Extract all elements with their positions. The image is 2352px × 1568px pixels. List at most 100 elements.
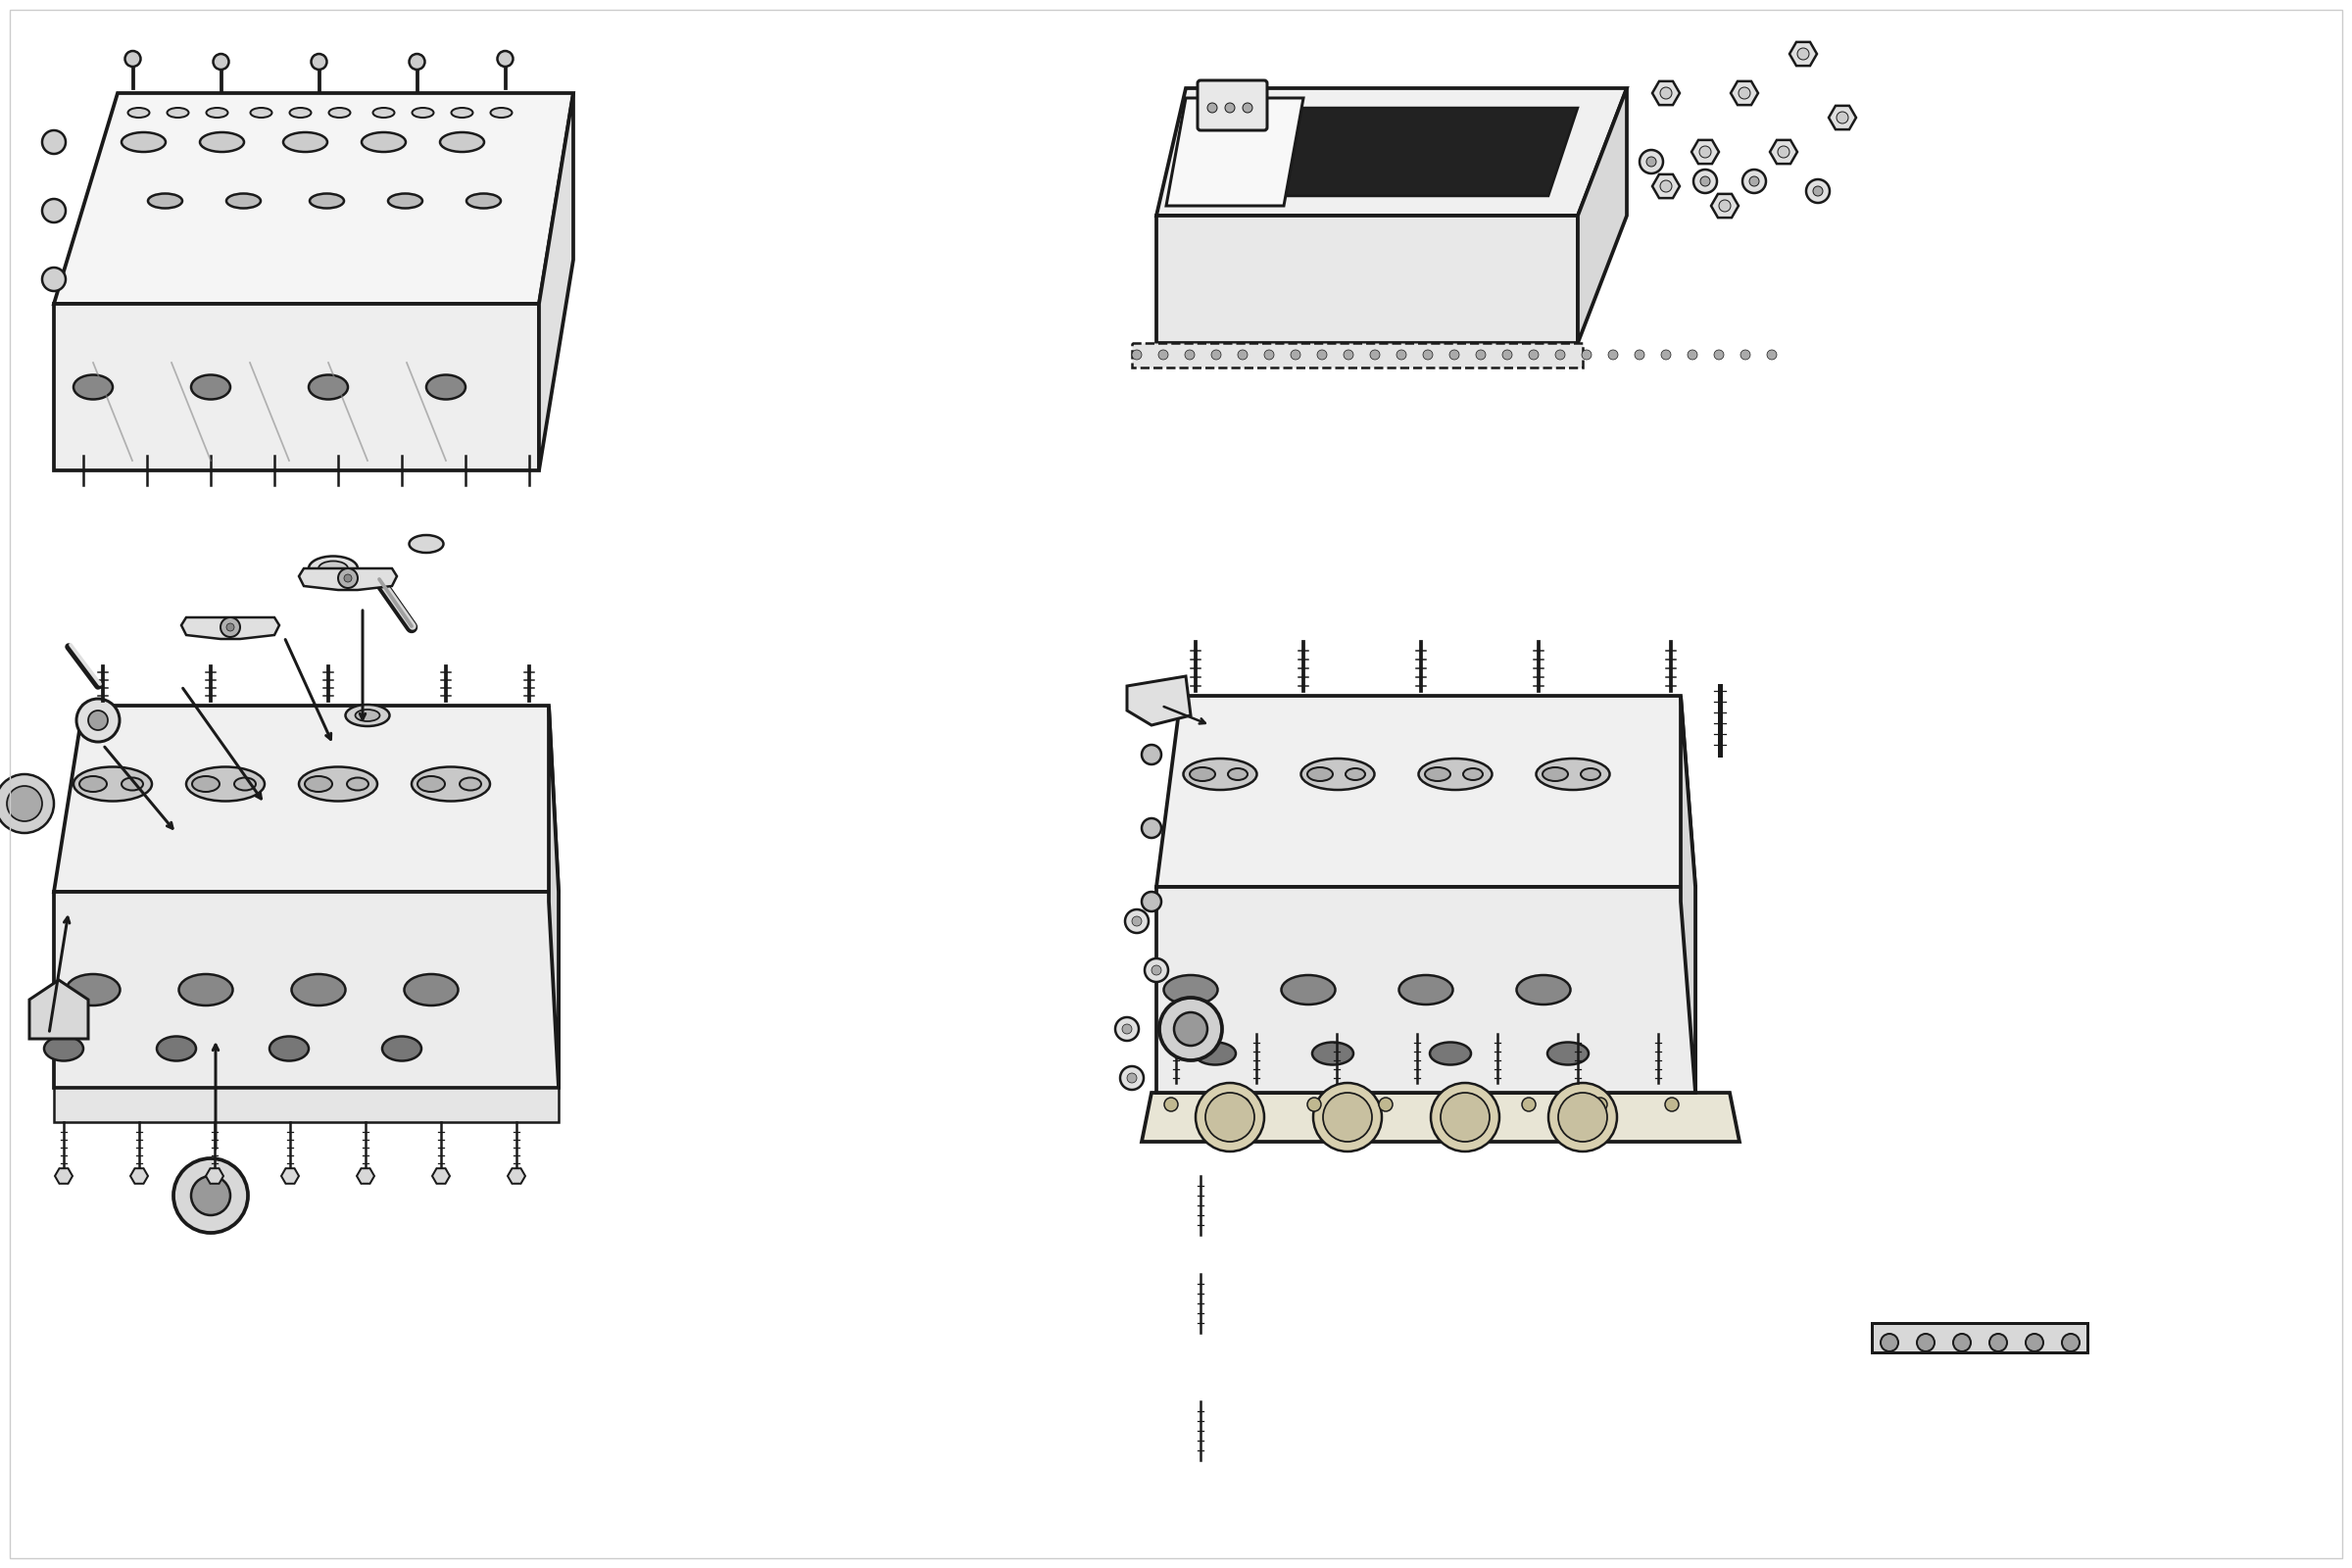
- Circle shape: [1122, 1024, 1131, 1033]
- Circle shape: [339, 568, 358, 588]
- Polygon shape: [207, 1168, 223, 1184]
- Circle shape: [1343, 350, 1352, 359]
- Circle shape: [1661, 88, 1672, 99]
- Circle shape: [1160, 350, 1169, 359]
- Circle shape: [125, 50, 141, 66]
- Circle shape: [1237, 350, 1247, 359]
- Polygon shape: [181, 618, 280, 640]
- Polygon shape: [1651, 174, 1679, 198]
- Circle shape: [1308, 1098, 1322, 1112]
- Circle shape: [75, 699, 120, 742]
- Ellipse shape: [329, 108, 350, 118]
- Polygon shape: [1651, 82, 1679, 105]
- Polygon shape: [1127, 676, 1190, 724]
- Polygon shape: [508, 1168, 524, 1184]
- Ellipse shape: [452, 108, 473, 118]
- Ellipse shape: [1190, 767, 1216, 781]
- Ellipse shape: [374, 108, 395, 118]
- Ellipse shape: [179, 974, 233, 1005]
- Circle shape: [1141, 745, 1162, 765]
- Ellipse shape: [419, 776, 445, 792]
- Ellipse shape: [308, 375, 348, 400]
- Circle shape: [1665, 1098, 1679, 1112]
- Circle shape: [1207, 103, 1218, 113]
- Ellipse shape: [191, 375, 230, 400]
- Circle shape: [1312, 1083, 1383, 1151]
- Polygon shape: [299, 568, 397, 590]
- Circle shape: [1115, 1018, 1138, 1041]
- Ellipse shape: [167, 108, 188, 118]
- Circle shape: [1141, 818, 1162, 837]
- Circle shape: [1661, 350, 1670, 359]
- Circle shape: [1265, 350, 1275, 359]
- Polygon shape: [1771, 140, 1797, 163]
- Circle shape: [42, 268, 66, 292]
- Ellipse shape: [1430, 1043, 1470, 1065]
- Ellipse shape: [1536, 759, 1609, 790]
- Ellipse shape: [299, 767, 376, 801]
- Circle shape: [1990, 1334, 2006, 1352]
- Circle shape: [1477, 350, 1486, 359]
- Ellipse shape: [45, 1036, 82, 1062]
- Polygon shape: [54, 1168, 73, 1184]
- Ellipse shape: [308, 557, 358, 580]
- Circle shape: [1743, 169, 1766, 193]
- Polygon shape: [1141, 1093, 1740, 1142]
- Ellipse shape: [186, 767, 263, 801]
- Ellipse shape: [1195, 1043, 1235, 1065]
- Circle shape: [174, 1159, 247, 1232]
- Ellipse shape: [426, 375, 466, 400]
- Ellipse shape: [73, 767, 153, 801]
- Ellipse shape: [306, 776, 332, 792]
- Circle shape: [1120, 1066, 1143, 1090]
- Ellipse shape: [310, 193, 343, 209]
- Ellipse shape: [318, 561, 348, 575]
- Circle shape: [1317, 350, 1327, 359]
- Circle shape: [1124, 909, 1148, 933]
- Polygon shape: [1682, 696, 1696, 1093]
- Polygon shape: [1167, 97, 1303, 205]
- Polygon shape: [1578, 88, 1628, 343]
- Circle shape: [1225, 103, 1235, 113]
- Ellipse shape: [1345, 768, 1364, 779]
- Polygon shape: [54, 93, 574, 304]
- Ellipse shape: [1308, 767, 1334, 781]
- Circle shape: [1719, 199, 1731, 212]
- Circle shape: [1766, 350, 1776, 359]
- Ellipse shape: [282, 132, 327, 152]
- Polygon shape: [28, 980, 89, 1038]
- Circle shape: [1185, 350, 1195, 359]
- FancyBboxPatch shape: [1197, 80, 1268, 130]
- Ellipse shape: [270, 1036, 308, 1062]
- Ellipse shape: [122, 778, 143, 790]
- Polygon shape: [433, 1168, 449, 1184]
- Circle shape: [1693, 169, 1717, 193]
- Circle shape: [1738, 88, 1750, 99]
- Ellipse shape: [412, 767, 489, 801]
- Polygon shape: [1790, 42, 1818, 66]
- Circle shape: [1813, 187, 1823, 196]
- Circle shape: [1952, 1334, 1971, 1352]
- Circle shape: [1595, 1098, 1606, 1112]
- Circle shape: [1152, 966, 1162, 975]
- Circle shape: [2025, 1334, 2044, 1352]
- Circle shape: [496, 50, 513, 66]
- Ellipse shape: [226, 193, 261, 209]
- Circle shape: [1195, 1083, 1265, 1151]
- Circle shape: [42, 130, 66, 154]
- Circle shape: [1700, 176, 1710, 187]
- Ellipse shape: [66, 974, 120, 1005]
- Ellipse shape: [292, 974, 346, 1005]
- Circle shape: [1174, 1013, 1207, 1046]
- Polygon shape: [1731, 82, 1759, 105]
- Polygon shape: [358, 1168, 374, 1184]
- Ellipse shape: [1581, 768, 1599, 779]
- Circle shape: [1882, 1334, 1898, 1352]
- Circle shape: [1423, 350, 1432, 359]
- Polygon shape: [1216, 108, 1578, 196]
- Circle shape: [1141, 892, 1162, 911]
- Circle shape: [1583, 350, 1592, 359]
- Circle shape: [214, 53, 228, 69]
- Ellipse shape: [80, 776, 106, 792]
- Circle shape: [1609, 350, 1618, 359]
